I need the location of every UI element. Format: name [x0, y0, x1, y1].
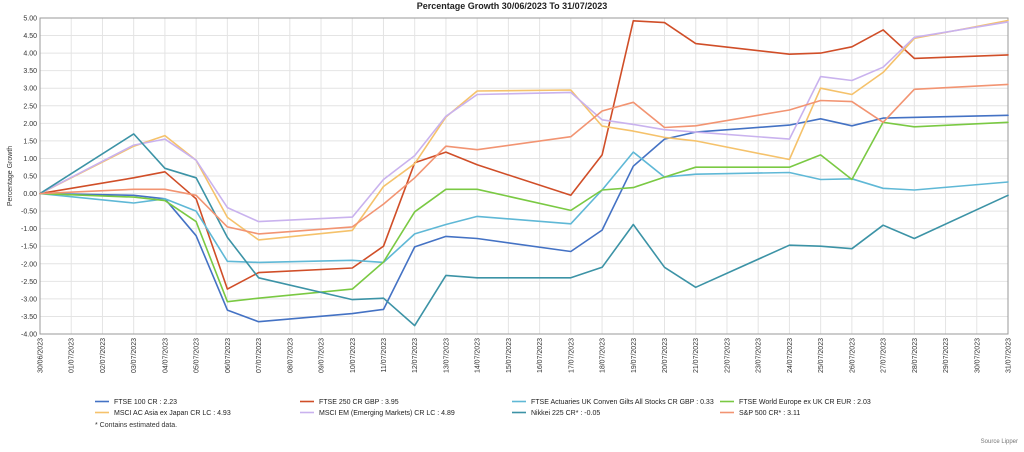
y-tick-label: 2.00: [23, 121, 37, 128]
series-line: [39, 19, 1009, 241]
y-tick-label: 3.50: [23, 68, 37, 75]
y-tick-label: 4.50: [23, 33, 37, 40]
x-tick-label: 11/07/2023: [381, 338, 388, 373]
x-tick-label: 19/07/2023: [631, 338, 638, 373]
y-tick-label: 3.00: [23, 86, 37, 93]
grid: [39, 17, 1009, 335]
y-tick-label: 5.00: [23, 16, 37, 23]
legend-label: MSCI EM (Emerging Markets) CR LC : 4.89: [319, 410, 455, 417]
x-tick-label: 13/07/2023: [443, 338, 450, 373]
y-tick-label: -1.00: [21, 226, 37, 233]
x-tick-label: 14/07/2023: [475, 338, 482, 373]
series-lines: [39, 19, 1009, 327]
y-axis-label: Percentage Growth: [7, 146, 14, 206]
legend-label: MSCI AC Asia ex Japan CR LC : 4.93: [114, 410, 231, 417]
footnote: * Contains estimated data.: [95, 422, 177, 429]
plot-frame: [39, 17, 1009, 335]
x-tick-label: 17/07/2023: [568, 338, 575, 373]
x-tick-label: 10/07/2023: [350, 338, 357, 373]
legend-label: FTSE 250 CR GBP : 3.95: [319, 399, 399, 406]
x-tick-label: 05/07/2023: [194, 338, 201, 373]
x-tick-label: 28/07/2023: [912, 338, 919, 373]
x-tick-label: 26/07/2023: [849, 338, 856, 373]
legend-label: S&P 500 CR* : 3.11: [739, 410, 800, 417]
x-tick-label: 20/07/2023: [662, 338, 669, 373]
y-tick-label: 1.50: [23, 138, 37, 145]
x-tick-label: 03/07/2023: [131, 338, 138, 373]
series-line: [39, 21, 1009, 223]
x-tick-label: 24/07/2023: [787, 338, 794, 373]
series-line: [39, 151, 1009, 264]
y-tick-label: -3.00: [21, 296, 37, 303]
x-tick-label: 09/07/2023: [319, 338, 326, 373]
y-tick-label: 1.00: [23, 156, 37, 163]
y-tick-label: -4.00: [21, 332, 37, 339]
x-tick-label: 07/07/2023: [256, 338, 263, 373]
y-tick-label: -2.50: [21, 279, 37, 286]
x-tick-label: 30/07/2023: [974, 338, 981, 373]
series-line: [39, 121, 1009, 303]
x-tick-label: 04/07/2023: [162, 338, 169, 373]
source-note: Source Lipper: [981, 439, 1018, 445]
y-tick-label: 4.00: [23, 51, 37, 58]
x-tick-label: 01/07/2023: [69, 338, 76, 373]
y-tick-label: 2.50: [23, 103, 37, 110]
x-tick-label: 30/06/2023: [38, 338, 45, 373]
y-tick-label: -2.00: [21, 261, 37, 268]
legend-label: FTSE Actuaries UK Conven Gilts All Stock…: [531, 399, 714, 406]
chart-title: Percentage Growth 30/06/2023 To 31/07/20…: [417, 1, 607, 11]
y-tick-label: -1.50: [21, 244, 37, 251]
legend-label: Nikkei 225 CR* : -0.05: [531, 410, 600, 417]
series-line: [39, 19, 1009, 290]
x-tick-label: 06/07/2023: [225, 338, 232, 373]
x-tick-label: 29/07/2023: [943, 338, 950, 373]
series-line: [39, 83, 1009, 235]
x-tick-label: 23/07/2023: [756, 338, 763, 373]
legend-label: FTSE World Europe ex UK CR EUR : 2.03: [739, 399, 871, 406]
x-tick-label: 22/07/2023: [724, 338, 731, 373]
axes: 5.00 4.50 4.00 3.50 3.00 2.50 2.00 1.50 1.00 0.50…: [21, 16, 1012, 374]
series-line: [39, 114, 1009, 323]
y-tick-label: 0.00: [23, 191, 37, 198]
x-tick-label: 18/07/2023: [600, 338, 607, 373]
x-tick-label: 21/07/2023: [693, 338, 700, 373]
x-tick-label: 27/07/2023: [881, 338, 888, 373]
x-tick-label: 31/07/2023: [1006, 338, 1013, 373]
x-tick-label: 16/07/2023: [537, 338, 544, 373]
x-tick-label: 25/07/2023: [818, 338, 825, 373]
y-tick-label: 0.50: [23, 174, 37, 181]
series-line: [39, 133, 1009, 327]
legend-label: FTSE 100 CR : 2.23: [114, 399, 177, 406]
y-tick-label: -3.50: [21, 314, 37, 321]
x-tick-label: 02/07/2023: [100, 338, 107, 373]
x-tick-label: 08/07/2023: [287, 338, 294, 373]
y-tick-label: -0.50: [21, 209, 37, 216]
x-tick-label: 15/07/2023: [506, 338, 513, 373]
x-tick-label: 12/07/2023: [412, 338, 419, 373]
legend: FTSE 100 CR : 2.23 FTSE 250 CR GBP : 3.95…: [95, 399, 871, 417]
